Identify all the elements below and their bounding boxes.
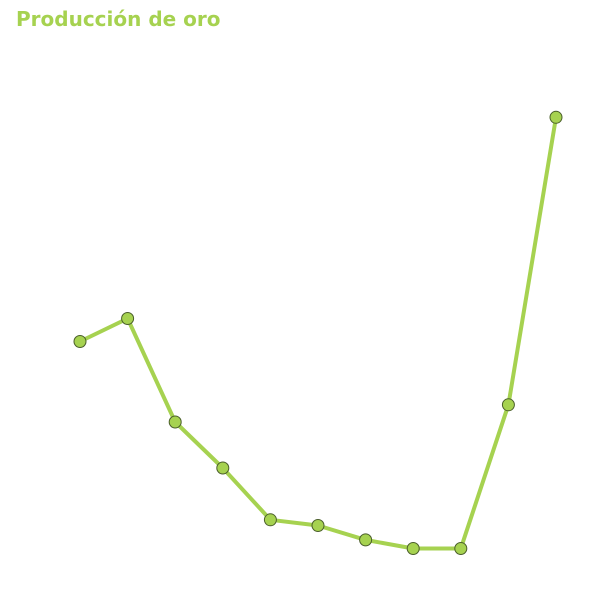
data-point[interactable]: [501, 398, 515, 412]
data-point[interactable]: [454, 542, 468, 555]
data-point[interactable]: [121, 312, 135, 325]
data-point[interactable]: [168, 415, 182, 429]
data-point[interactable]: [406, 542, 420, 555]
points-layer: [73, 110, 563, 555]
data-point[interactable]: [311, 519, 325, 532]
data-point[interactable]: [359, 533, 373, 547]
data-point[interactable]: [263, 513, 277, 527]
data-point[interactable]: [549, 110, 563, 124]
series-line: [78, 115, 558, 551]
data-point[interactable]: [73, 335, 87, 348]
series-layer: [78, 115, 558, 551]
data-point[interactable]: [216, 461, 230, 475]
chart-title: Producción de oro: [16, 7, 221, 31]
